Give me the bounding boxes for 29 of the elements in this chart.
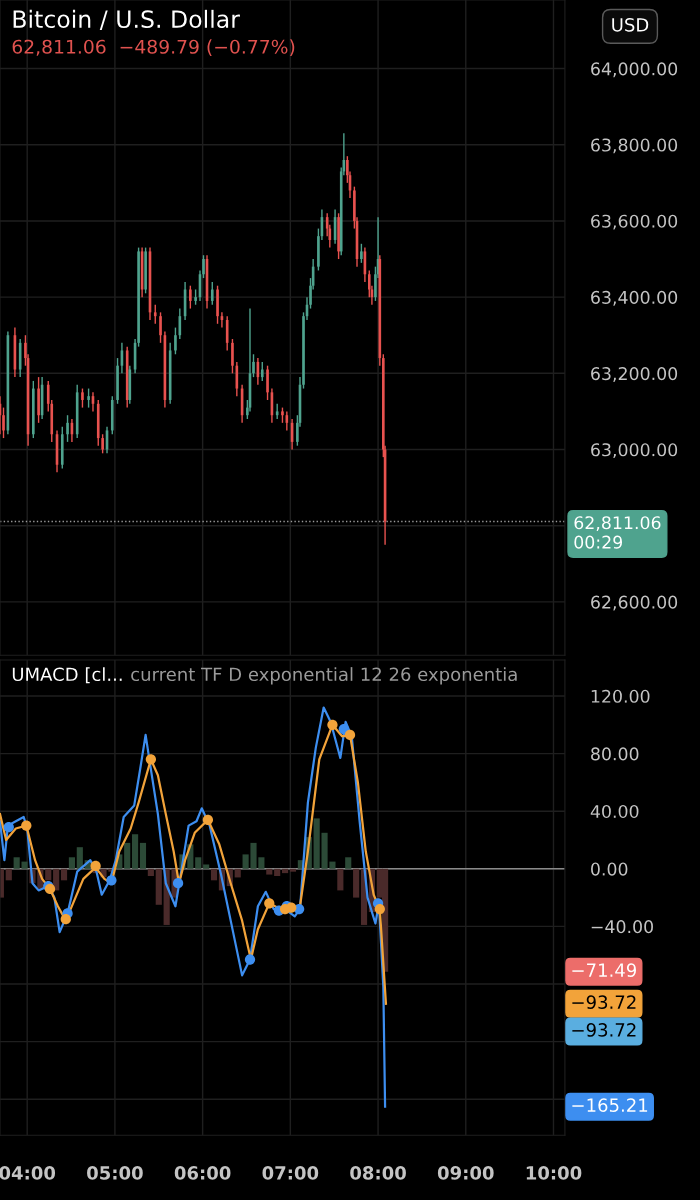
y-tick-label: 63,800.00 — [591, 138, 678, 154]
y-tick-label: 120.00 — [591, 689, 650, 703]
y-tick-label: 40.00 — [590, 804, 639, 819]
chart-subtitle: current TF D exponential 12 26 exponentia — [131, 667, 517, 685]
text: 62,811.06 −489.79 (−0.77%) — [12, 39, 295, 57]
text: USD — [612, 17, 649, 32]
text: −165.21 — [572, 1098, 648, 1112]
x-tick-label: 10:00 — [526, 1166, 582, 1180]
y-tick-label: 64,000.00 — [591, 62, 678, 78]
text: −93.72 — [572, 1023, 636, 1037]
x-tick-label: 07:00 — [262, 1166, 319, 1180]
y-tick-label: 63,600.00 — [591, 214, 678, 230]
y-tick-label: 63,200.00 — [591, 367, 678, 382]
text: −71.49 — [572, 963, 636, 977]
x-tick-label: 08:00 — [350, 1166, 406, 1180]
x-tick-label: 06:00 — [174, 1166, 231, 1180]
y-tick-label: −40.00 — [591, 920, 653, 934]
text: −93.72 — [572, 995, 636, 1009]
y-tick-label: 63,400.00 — [591, 290, 678, 306]
x-tick-label: 09:00 — [437, 1166, 494, 1180]
y-tick-label: 63,000.00 — [591, 443, 678, 459]
chart-title: Bitcoin / U.S. Dollar — [13, 9, 240, 30]
y-tick-label: 62,600.00 — [591, 595, 678, 611]
y-tick-label: 80.00 — [591, 747, 639, 761]
x-tick-label: 04:00 — [0, 1166, 56, 1180]
x-tick-label: 05:00 — [87, 1166, 143, 1180]
y-tick-label: 0.00 — [591, 862, 628, 876]
chart-title: UMACD [cl... — [12, 667, 122, 684]
ref-line-label: 62,811.06 00:29 — [574, 516, 661, 549]
